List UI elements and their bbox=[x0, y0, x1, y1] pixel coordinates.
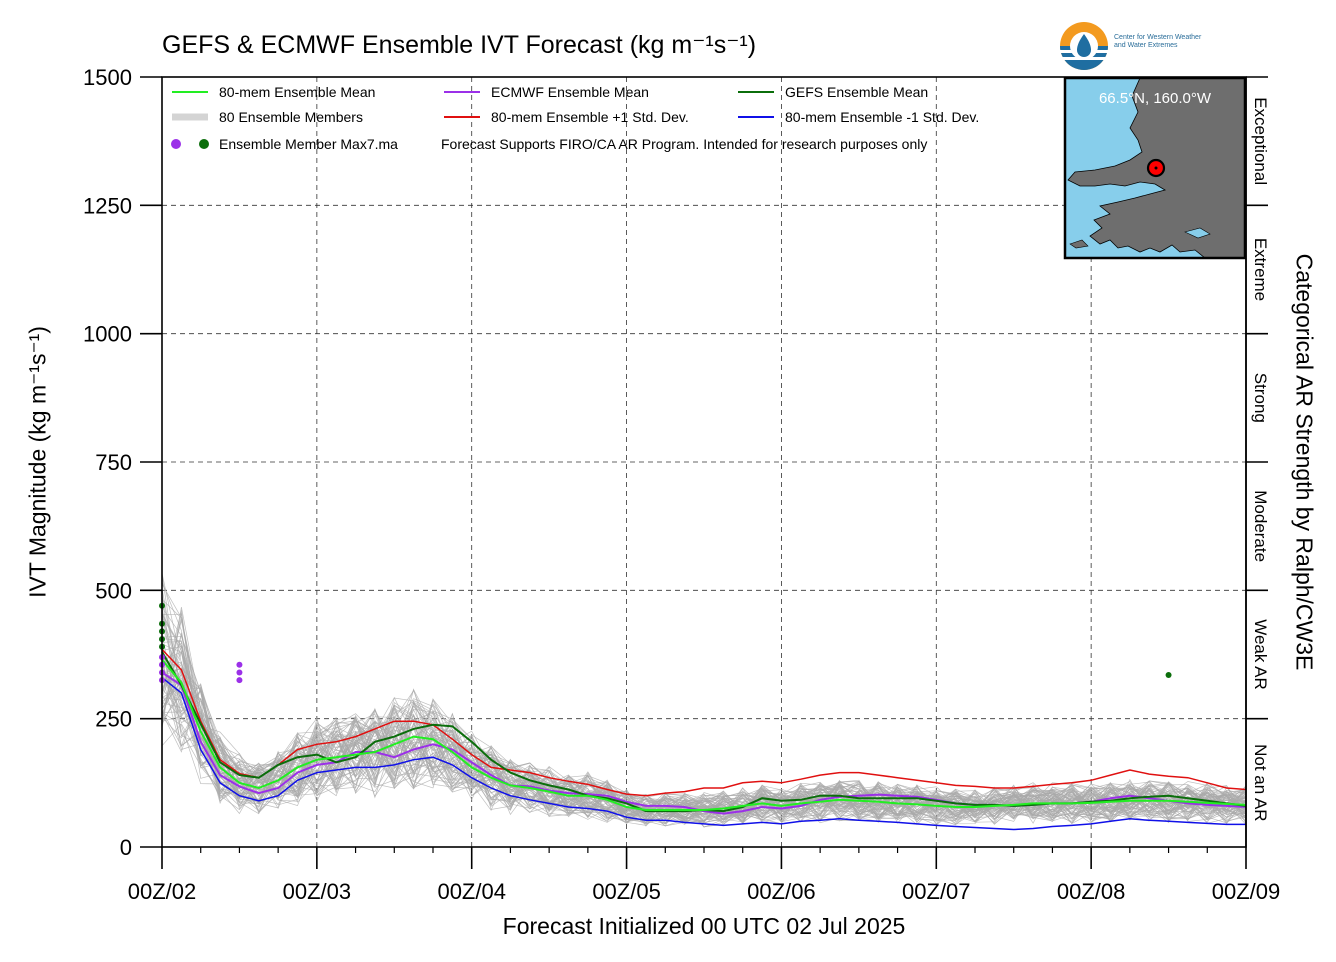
series-line-3 bbox=[161, 648, 1247, 797]
y-tick-label: 500 bbox=[95, 578, 132, 603]
map-frame bbox=[1063, 76, 1247, 260]
chart-title: GEFS & ECMWF Ensemble IVT Forecast (kg m… bbox=[162, 31, 757, 59]
ensemble-member-line bbox=[161, 573, 1247, 822]
series-line-4 bbox=[161, 677, 1246, 831]
max-marker bbox=[236, 677, 243, 684]
legend-label: Ensemble Member Max7.ma bbox=[219, 136, 398, 152]
x-tick-label: 00Z/07 bbox=[902, 879, 971, 904]
ensemble-member-line bbox=[161, 673, 1247, 825]
ensemble-member-line bbox=[161, 574, 1247, 825]
ensemble-member-line bbox=[161, 696, 1247, 824]
category-label: Exceptional bbox=[1251, 97, 1270, 185]
legend-label: ECMWF Ensemble Mean bbox=[491, 84, 649, 100]
y-tick-label: 1500 bbox=[83, 65, 132, 90]
ensemble-member-line bbox=[161, 684, 1247, 823]
category-label: Moderate bbox=[1251, 490, 1270, 562]
category-label: Strong bbox=[1251, 373, 1270, 423]
y-axis-label: IVT Magnitude (kg m⁻¹s⁻¹) bbox=[24, 326, 51, 598]
max-marker bbox=[236, 661, 243, 668]
y-tick-label: 1250 bbox=[83, 193, 132, 218]
legend-label: 80-mem Ensemble +1 Std. Dev. bbox=[491, 109, 689, 125]
map-lake bbox=[1184, 227, 1211, 239]
x-tick-label: 00Z/04 bbox=[437, 879, 506, 904]
ensemble-member-line bbox=[161, 697, 1247, 824]
ensemble-member-line bbox=[161, 710, 1247, 824]
water-drop-logo-icon bbox=[1060, 22, 1108, 70]
x-tick-label: 00Z/02 bbox=[128, 879, 197, 904]
location-marker-dot bbox=[1154, 166, 1158, 170]
legend-note: Forecast Supports FIRO/CA AR Program. In… bbox=[441, 136, 927, 152]
legend-max-marker-ecmwf bbox=[171, 139, 181, 149]
logo-text: Center for Western Weather and Water Ext… bbox=[1114, 34, 1202, 49]
y-tick-label: 750 bbox=[95, 450, 132, 475]
legend-label: 80-mem Ensemble Mean bbox=[219, 84, 375, 100]
map-inset bbox=[1063, 76, 1247, 260]
legend-label: 80 Ensemble Members bbox=[219, 109, 363, 125]
y-tick-label: 1000 bbox=[83, 322, 132, 347]
ensemble-member-line bbox=[161, 680, 1247, 822]
x-tick-label: 00Z/03 bbox=[283, 879, 352, 904]
series-line-0 bbox=[161, 658, 1247, 811]
x-tick-label: 00Z/08 bbox=[1057, 879, 1126, 904]
y-tick-label: 250 bbox=[95, 707, 132, 732]
ensemble-member-line bbox=[161, 607, 1247, 824]
ensemble-member-line bbox=[161, 609, 1247, 824]
legend-label: GEFS Ensemble Mean bbox=[785, 84, 928, 100]
x-tick-label: 00Z/05 bbox=[592, 879, 661, 904]
ensemble-member-line bbox=[161, 667, 1247, 821]
category-label: Weak AR bbox=[1251, 619, 1270, 690]
ensemble-member-line bbox=[161, 689, 1247, 821]
map-island bbox=[1069, 239, 1089, 249]
max-marker bbox=[1165, 672, 1172, 679]
legend-label: 80-mem Ensemble -1 Std. Dev. bbox=[785, 109, 979, 125]
ensemble-member-line bbox=[161, 581, 1247, 821]
ensemble-members bbox=[161, 573, 1247, 828]
ensemble-member-line bbox=[161, 690, 1247, 825]
category-label: Not an AR bbox=[1251, 744, 1270, 822]
x-tick-label: 00Z/06 bbox=[747, 879, 816, 904]
x-axis-label: Forecast Initialized 00 UTC 02 Jul 2025 bbox=[502, 913, 906, 939]
y-tick-label: 0 bbox=[120, 835, 132, 860]
right-axis-label: Categorical AR Strength by Ralph/CW3E bbox=[1291, 253, 1318, 671]
legend-max-marker-gefs bbox=[199, 139, 209, 149]
max-marker bbox=[236, 669, 243, 676]
cw3e-logo: Center for Western Weather and Water Ext… bbox=[1058, 20, 1238, 72]
x-tick-label: 00Z/09 bbox=[1212, 879, 1281, 904]
ensemble-member-line bbox=[161, 638, 1247, 825]
map-location-label: 66.5°N, 160.0°W bbox=[1098, 90, 1212, 107]
ensemble-member-line bbox=[161, 611, 1247, 823]
category-label: Extreme bbox=[1251, 238, 1270, 301]
